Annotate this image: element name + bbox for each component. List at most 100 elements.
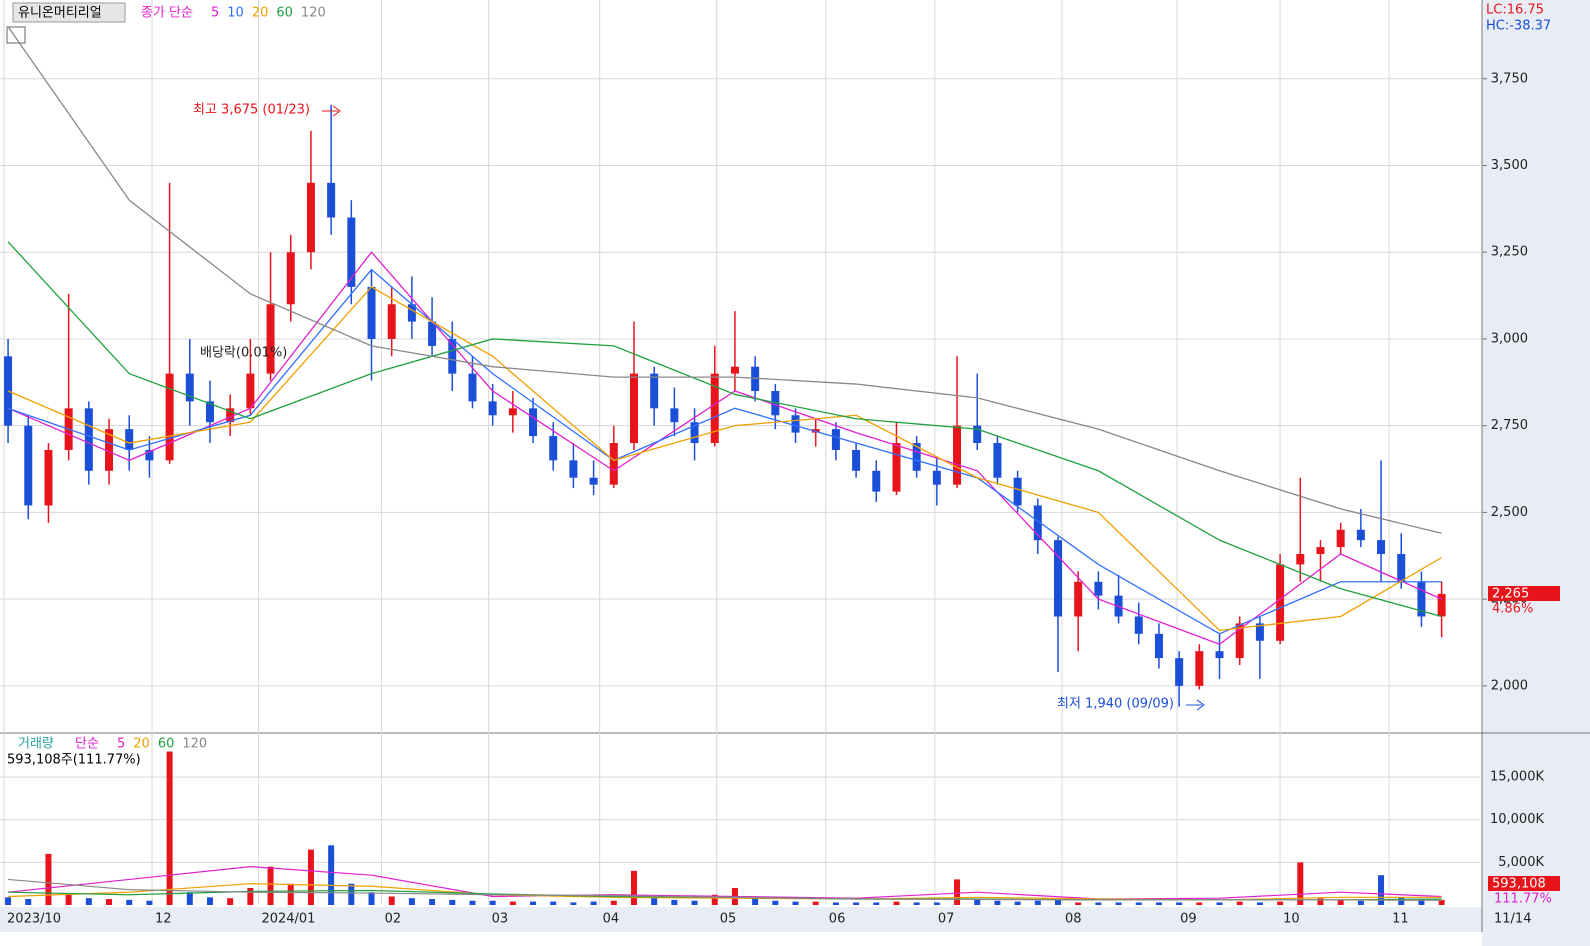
candle-body [1336, 529, 1345, 548]
volume-bar [1216, 902, 1223, 905]
candle-body [1154, 633, 1163, 659]
volume-subtitle: 593,108주(111.77%) [7, 753, 141, 768]
candle-body [347, 217, 356, 287]
candle-body [1215, 651, 1224, 659]
candle-body [407, 304, 416, 322]
volume-bar [206, 897, 213, 905]
volume-bar [1378, 875, 1385, 905]
volume-bar [1054, 899, 1061, 905]
legend-entry: 5 [211, 6, 219, 21]
volume-bar [610, 900, 617, 905]
volume-bar [106, 899, 113, 905]
candle-body [690, 422, 699, 444]
y-tick-label: 2,500 [1491, 505, 1528, 520]
volume-ma-line [8, 866, 1442, 900]
volume-legend-label: 단순 [75, 737, 99, 752]
volume-bar [873, 902, 880, 905]
volume-bar [691, 900, 698, 905]
volume-title: 거래량 [18, 737, 54, 752]
candle-body [266, 304, 275, 374]
candle-body [1397, 554, 1406, 582]
volume-bar [651, 897, 658, 905]
ma-line [7, 241, 1442, 618]
y-tick-label: 2,750 [1491, 418, 1528, 433]
volume-bar [45, 853, 52, 905]
x-tick-label: 12 [155, 912, 172, 927]
candle-body [1134, 616, 1143, 634]
volume-bar [853, 902, 860, 905]
volume-bar [307, 849, 314, 905]
candle-body [730, 366, 739, 374]
candle-body [428, 321, 437, 346]
candle-body [629, 373, 638, 444]
volume-bar [368, 892, 375, 905]
volume-bar [166, 751, 173, 905]
volume-bar [287, 883, 294, 905]
y-tick-label: 3,000 [1491, 331, 1528, 346]
x-tick-label: 06 [829, 912, 846, 927]
volume-bar [146, 900, 153, 905]
candle-body [226, 408, 235, 423]
candle-body [670, 408, 679, 423]
y-tick-label: 3,250 [1491, 245, 1528, 260]
volume-bar [1236, 901, 1243, 905]
volume-bar [1196, 902, 1203, 905]
volume-bar [1014, 901, 1021, 905]
x-tick-label: 03 [492, 912, 509, 927]
volume-bar [630, 870, 637, 905]
candle-body [569, 460, 578, 478]
volume-bar [711, 894, 718, 905]
x-tick-label: 05 [720, 912, 737, 927]
stock-name-box[interactable] [12, 2, 126, 23]
x-tick-label: 11 [1392, 912, 1409, 927]
volume-bar [25, 899, 32, 905]
volume-bar [489, 900, 496, 905]
volume-bar [1297, 862, 1304, 905]
volume-bar [772, 900, 779, 905]
candle-body [529, 408, 538, 437]
candle-body [1255, 623, 1264, 641]
candle-body [1195, 651, 1204, 686]
volume-ma-line [8, 878, 1442, 901]
candle-body [852, 449, 861, 471]
annotation-arrow [322, 105, 341, 117]
candle-body [387, 304, 396, 339]
volume-bar [85, 898, 92, 905]
candle-body [1417, 581, 1426, 617]
change-tag: 4.86% [1492, 602, 1533, 617]
candle-body [306, 182, 315, 253]
candle-body [145, 449, 154, 461]
x-tick-label: 2024/01 [261, 912, 315, 927]
legend-entry: 10 [227, 6, 244, 21]
legend-entry: 20 [252, 6, 269, 21]
ma-line [7, 268, 1442, 635]
volume-bar [954, 879, 961, 905]
candle-body [1053, 540, 1062, 617]
volume-bar [267, 866, 274, 905]
candle-body [327, 182, 336, 218]
ma-legend-label: 종가 단순 [141, 6, 193, 21]
candle-body [246, 373, 255, 409]
last-date: 11/14 [1494, 912, 1531, 927]
x-tick-label: 2023/10 [7, 912, 61, 927]
volume-bar [590, 901, 597, 905]
candle-body [1074, 581, 1083, 617]
candle-body [1437, 593, 1446, 617]
volume-bar [1034, 900, 1041, 905]
y-tick-label: 3,750 [1491, 71, 1528, 86]
annotation-arrow [1186, 699, 1205, 711]
candle-body [1296, 554, 1305, 565]
x-tick-label: 09 [1180, 912, 1197, 927]
volume-bar [1277, 901, 1284, 905]
y-tick-label: 5,000K [1498, 855, 1544, 870]
volume-bar [1317, 898, 1324, 905]
volume-bar [1337, 899, 1344, 905]
volume-bar [388, 896, 395, 905]
volume-bar [1155, 902, 1162, 905]
volume-bar [570, 902, 577, 905]
candle-body [205, 401, 214, 423]
volume-bar [1398, 897, 1405, 905]
candle-body [892, 443, 901, 492]
legend-entry: 120 [301, 6, 326, 21]
